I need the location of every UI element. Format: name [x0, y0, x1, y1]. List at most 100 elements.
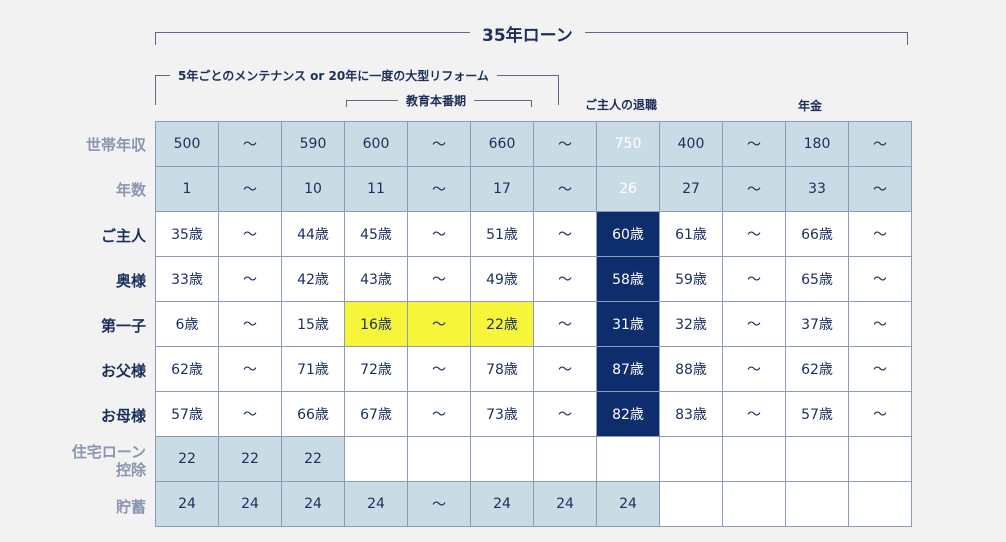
pension-label: 年金 — [798, 97, 823, 114]
table-cell-income-10: 〜 — [722, 121, 786, 167]
row-label-income: 世帯年収 — [85, 136, 146, 154]
table-cell-income-9: 400 — [659, 121, 723, 167]
row-label-child: 第一子 — [100, 317, 146, 335]
table-cell-income-1: 500 — [155, 121, 219, 167]
table-cell-years-3: 10 — [281, 166, 345, 212]
table-cell-years-10: 〜 — [722, 166, 786, 212]
table-cell-wife-10: 〜 — [722, 256, 786, 302]
table-cell-mother-4: 67歳 — [344, 391, 408, 437]
table-cell-mother-12: 〜 — [848, 391, 912, 437]
table-cell-father-6: 78歳 — [470, 346, 534, 392]
table-cell-loan-deduction-7 — [533, 436, 597, 482]
table-cell-mother-2: 〜 — [218, 391, 282, 437]
table-cell-father-1: 62歳 — [155, 346, 219, 392]
table-cell-child-11: 37歳 — [785, 301, 849, 347]
table-cell-loan-deduction-6 — [470, 436, 534, 482]
table-cell-income-6: 660 — [470, 121, 534, 167]
table-cell-savings-11 — [785, 481, 849, 527]
table-cell-child-7: 〜 — [533, 301, 597, 347]
table-cell-wife-1: 33歳 — [155, 256, 219, 302]
table-cell-wife-11: 65歳 — [785, 256, 849, 302]
table-cell-father-3: 71歳 — [281, 346, 345, 392]
table-cell-husband-2: 〜 — [218, 211, 282, 257]
table-cell-loan-deduction-3: 22 — [281, 436, 345, 482]
row-label-loan-deduction-line1: 住宅ローン — [71, 443, 146, 461]
table-cell-years-7: 〜 — [533, 166, 597, 212]
table-cell-child-10: 〜 — [722, 301, 786, 347]
table-cell-mother-8: 82歳 — [596, 391, 660, 437]
table-cell-income-4: 600 — [344, 121, 408, 167]
table-cell-income-12: 〜 — [848, 121, 912, 167]
table-cell-child-9: 32歳 — [659, 301, 723, 347]
table-cell-husband-6: 51歳 — [470, 211, 534, 257]
table-cell-father-11: 62歳 — [785, 346, 849, 392]
table-row-child: 6歳〜 15歳 16歳〜 22歳〜 31歳 32歳〜 37歳〜 — [155, 301, 912, 347]
table-cell-savings-10 — [722, 481, 786, 527]
table-cell-savings-8: 24 — [596, 481, 660, 527]
table-row-savings: 24 24 24 24 〜 24 24 24 — [155, 481, 912, 527]
table-cell-savings-2: 24 — [218, 481, 282, 527]
table-cell-loan-deduction-4 — [344, 436, 408, 482]
table-cell-savings-4: 24 — [344, 481, 408, 527]
row-label-father: お父様 — [100, 362, 146, 380]
table-cell-child-12: 〜 — [848, 301, 912, 347]
table-cell-mother-10: 〜 — [722, 391, 786, 437]
table-cell-savings-6: 24 — [470, 481, 534, 527]
table-cell-savings-7: 24 — [533, 481, 597, 527]
table-cell-loan-deduction-1: 22 — [155, 436, 219, 482]
table-cell-mother-6: 73歳 — [470, 391, 534, 437]
table-cell-loan-deduction-9 — [659, 436, 723, 482]
row-label-loan-deduction-line2: 控除 — [115, 461, 146, 479]
table-cell-child-4: 16歳 — [344, 301, 408, 347]
table-cell-mother-3: 66歳 — [281, 391, 345, 437]
table-cell-wife-9: 59歳 — [659, 256, 723, 302]
loan-span-title: 35年ローン — [470, 21, 585, 46]
table-cell-child-3: 15歳 — [281, 301, 345, 347]
table-cell-savings-3: 24 — [281, 481, 345, 527]
table-cell-years-4: 11 — [344, 166, 408, 212]
table-cell-mother-1: 57歳 — [155, 391, 219, 437]
table-row-years: 1 〜 10 11 〜 17 〜 26 27 〜 33 〜 — [155, 166, 912, 212]
table-cell-father-4: 72歳 — [344, 346, 408, 392]
table-cell-father-8: 87歳 — [596, 346, 660, 392]
table-cell-child-1: 6歳 — [155, 301, 219, 347]
table-cell-loan-deduction-8 — [596, 436, 660, 482]
table-cell-years-2: 〜 — [218, 166, 282, 212]
table-cell-child-2: 〜 — [218, 301, 282, 347]
table-cell-savings-1: 24 — [155, 481, 219, 527]
table-cell-husband-7: 〜 — [533, 211, 597, 257]
table-cell-wife-7: 〜 — [533, 256, 597, 302]
table-cell-loan-deduction-10 — [722, 436, 786, 482]
table-cell-years-5: 〜 — [407, 166, 471, 212]
table-cell-income-7: 〜 — [533, 121, 597, 167]
table-cell-child-8: 31歳 — [596, 301, 660, 347]
table-row-husband: 35歳〜 44歳 45歳〜 51歳〜 60歳 61歳〜 66歳〜 — [155, 211, 912, 257]
table-cell-years-6: 17 — [470, 166, 534, 212]
table-row-loan-deduction: 22 22 22 — [155, 436, 912, 482]
table-cell-mother-5: 〜 — [407, 391, 471, 437]
table-cell-income-2: 〜 — [218, 121, 282, 167]
table-cell-wife-3: 42歳 — [281, 256, 345, 302]
table-cell-wife-6: 49歳 — [470, 256, 534, 302]
table-cell-mother-7: 〜 — [533, 391, 597, 437]
table-cell-husband-5: 〜 — [407, 211, 471, 257]
table-row-father: 62歳〜 71歳 72歳〜 78歳〜 87歳 88歳〜 62歳〜 — [155, 346, 912, 392]
table-cell-wife-8: 58歳 — [596, 256, 660, 302]
row-label-mother: お母様 — [100, 407, 146, 425]
row-label-husband: ご主人 — [100, 227, 146, 245]
row-label-years: 年数 — [115, 181, 146, 199]
maintenance-label: 5年ごとのメンテナンス or 20年に一度の大型リフォーム — [170, 67, 497, 84]
table-cell-father-2: 〜 — [218, 346, 282, 392]
table-cell-years-9: 27 — [659, 166, 723, 212]
table-cell-income-3: 590 — [281, 121, 345, 167]
table-row-wife: 33歳〜 42歳 43歳〜 49歳〜 58歳 59歳〜 65歳〜 — [155, 256, 912, 302]
education-label: 教育本番期 — [398, 92, 475, 109]
table-cell-father-10: 〜 — [722, 346, 786, 392]
retirement-label: ご主人の退職 — [585, 96, 658, 113]
table-cell-loan-deduction-2: 22 — [218, 436, 282, 482]
table-cell-father-12: 〜 — [848, 346, 912, 392]
table-cell-husband-3: 44歳 — [281, 211, 345, 257]
table-cell-loan-deduction-11 — [785, 436, 849, 482]
row-label-wife: 奥様 — [115, 272, 146, 290]
table-cell-wife-12: 〜 — [848, 256, 912, 302]
